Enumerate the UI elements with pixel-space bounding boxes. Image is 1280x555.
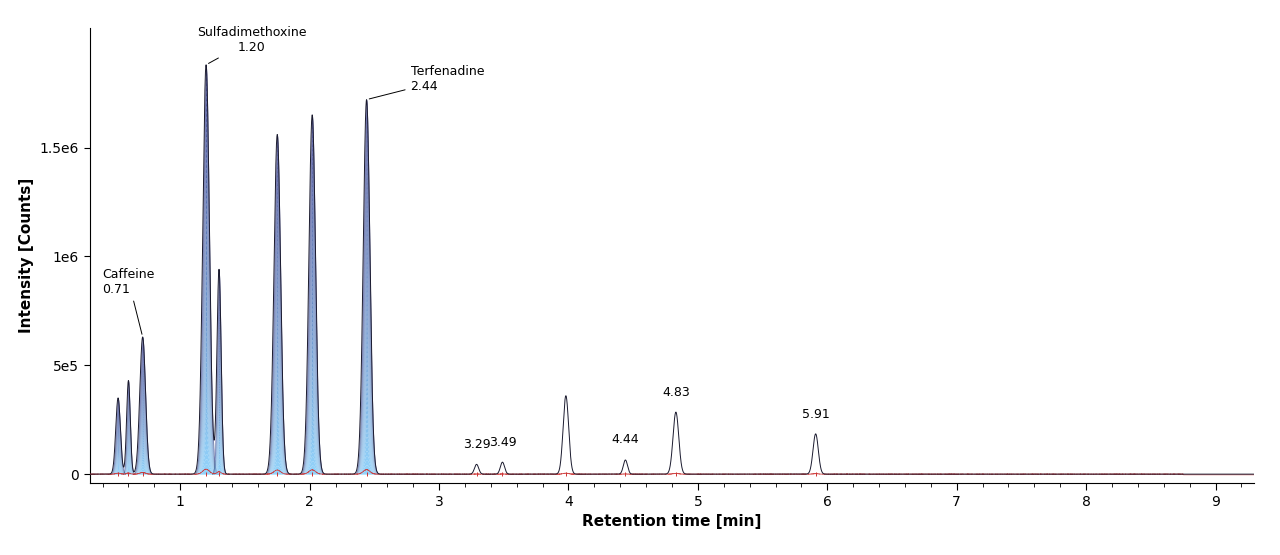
- Text: 4.44: 4.44: [612, 433, 639, 446]
- Text: 3.49: 3.49: [489, 436, 516, 449]
- Text: 5.91: 5.91: [801, 408, 829, 421]
- Y-axis label: Intensity [Counts]: Intensity [Counts]: [19, 178, 35, 333]
- Text: 4.83: 4.83: [662, 386, 690, 399]
- Text: 3.29: 3.29: [463, 438, 490, 451]
- Text: Terfenadine
2.44: Terfenadine 2.44: [369, 65, 484, 99]
- Text: Caffeine
0.71: Caffeine 0.71: [102, 268, 155, 334]
- Text: Sulfadimethoxine
1.20: Sulfadimethoxine 1.20: [197, 26, 306, 63]
- X-axis label: Retention time [min]: Retention time [min]: [582, 514, 762, 529]
